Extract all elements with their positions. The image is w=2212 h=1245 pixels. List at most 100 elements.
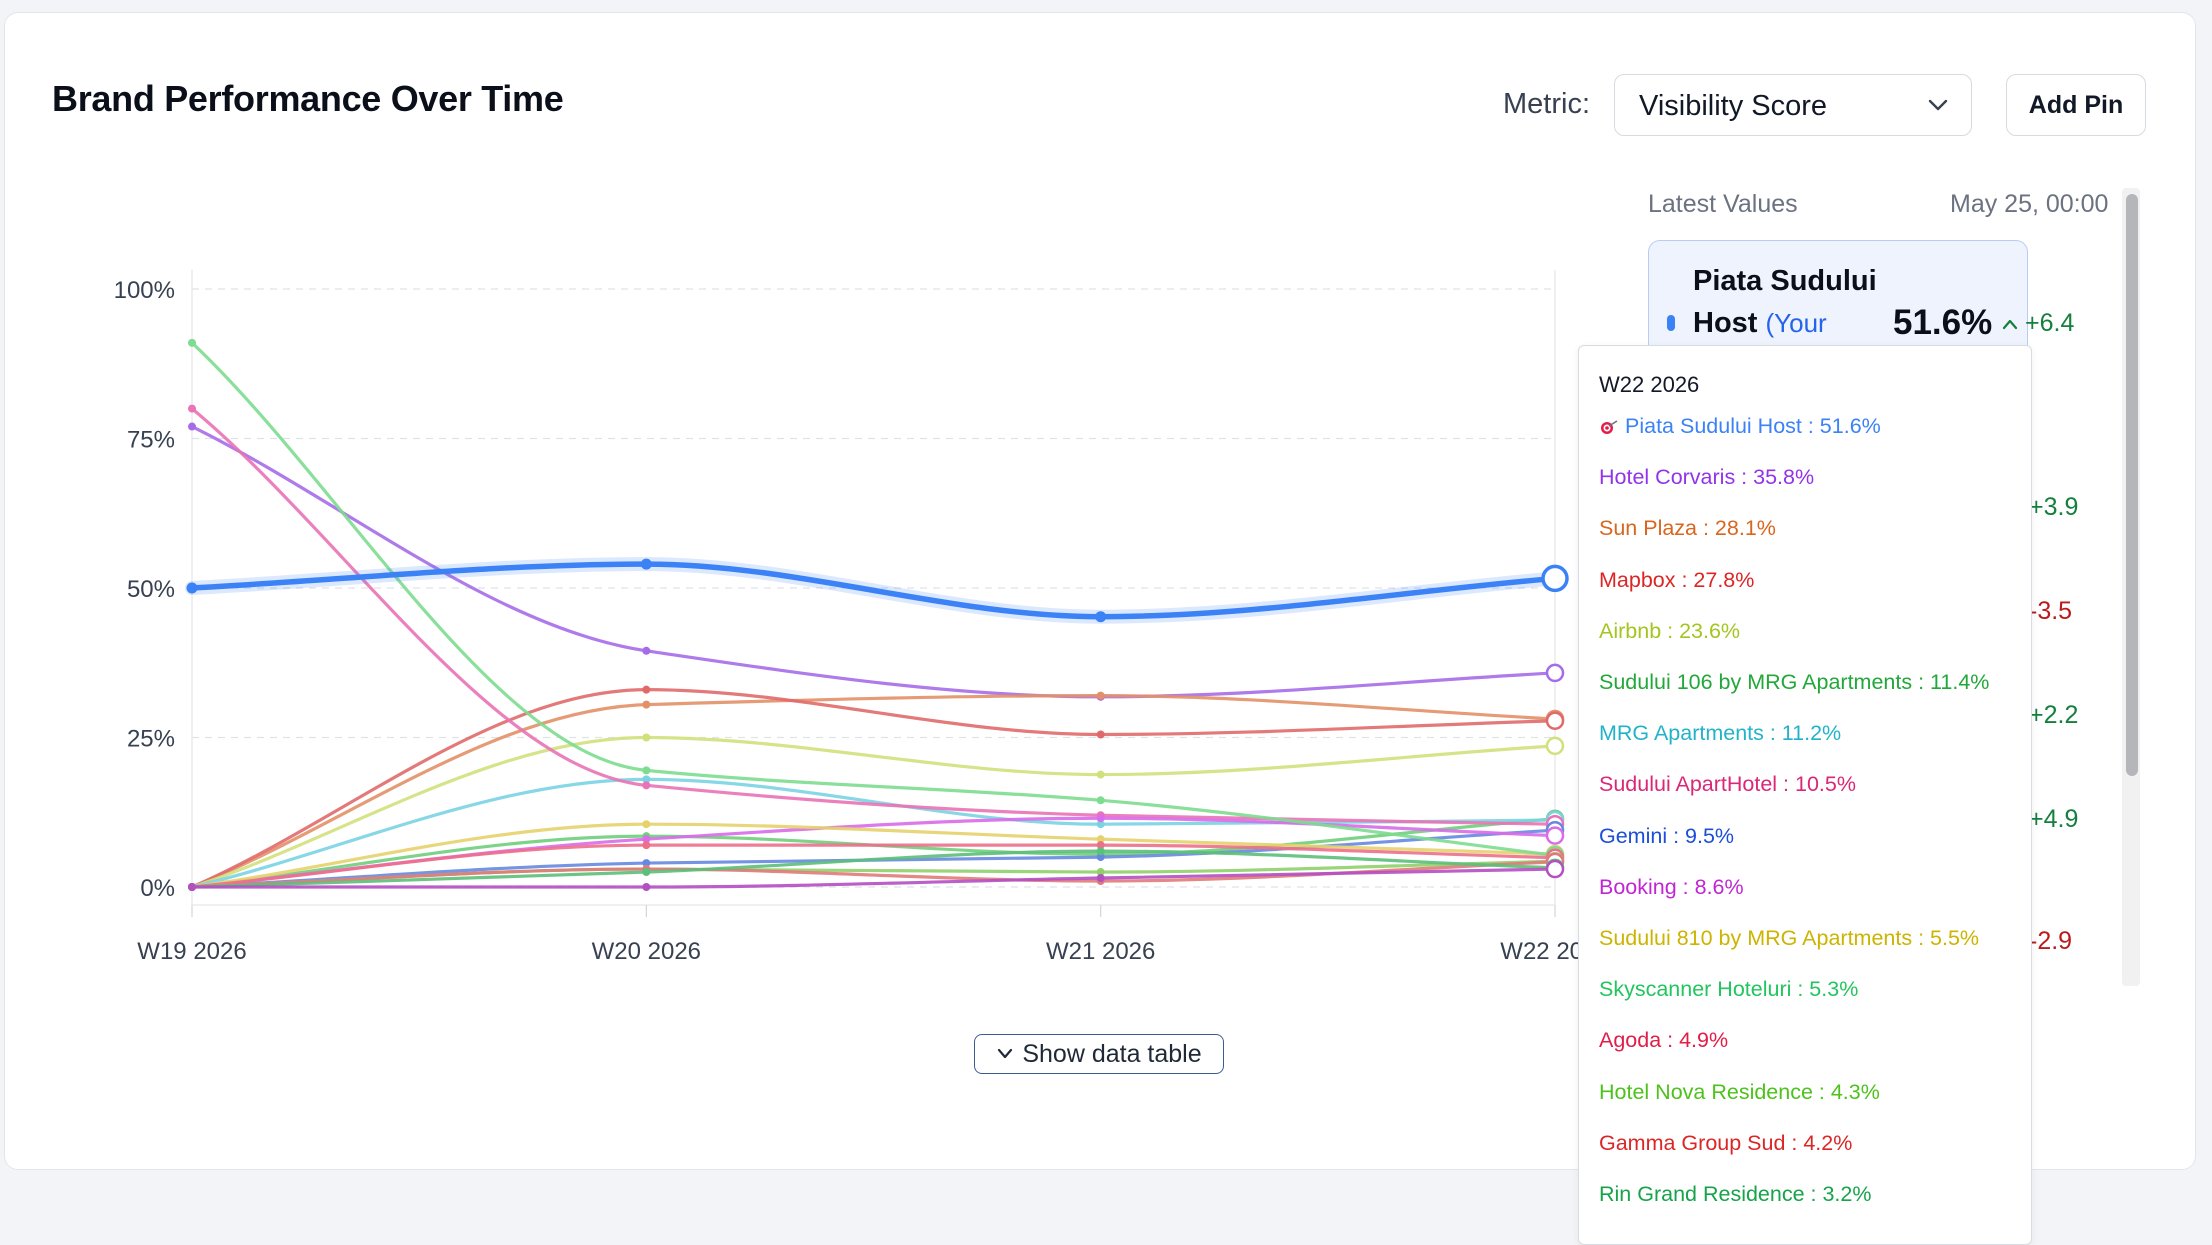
series-line[interactable] [191,425,1556,699]
tooltip-row: Piata Sudului Host : 51.6% [1599,414,1881,439]
pinned-brand-name: Piata Sudului [1693,265,1877,297]
add-pin-button[interactable]: Add Pin [2006,74,2146,136]
data-point-active[interactable] [1541,564,1569,593]
data-point[interactable] [1096,691,1105,700]
data-point[interactable] [642,820,651,829]
metric-select[interactable]: Visibility Score [1614,74,1972,136]
data-point[interactable] [642,835,651,844]
data-point-active[interactable] [1545,663,1565,683]
x-tick-label: W20 2026 [592,938,701,965]
y-tick-label: 0% [140,875,175,902]
brand-card-delta: +3.9 [2029,493,2079,521]
tooltip-row-label: MRG Apartments : 11.2% [1599,721,1842,746]
y-axis: 0% 25% 50% 75% 100% [114,277,175,902]
tooltip-row-label: Mapbox : 27.8% [1599,567,1755,592]
tooltip-row: Gamma Group Sud : 4.2% [1599,1131,1852,1156]
scrollbar-thumb[interactable] [2126,194,2138,776]
tooltip-row-label: Sun Plaza : 28.1% [1599,516,1776,541]
data-point-active[interactable] [1545,826,1565,845]
data-point[interactable] [640,558,652,570]
data-point-active[interactable] [1545,736,1565,756]
data-point[interactable] [1096,874,1105,883]
series-line[interactable] [191,735,1556,889]
data-point[interactable] [1096,841,1105,850]
chart-tooltip: W22 2026 Piata Sudului Host : 51.6% Hotel… [1578,345,2032,1245]
data-point[interactable] [1096,814,1105,823]
page-title: Brand Performance Over Time [52,78,564,119]
data-point-active[interactable] [1545,859,1565,879]
target-icon [1601,420,1618,435]
data-point[interactable] [186,582,198,594]
latest-values-heading: Latest Values [1648,190,1798,218]
tooltip-row: Sudului ApartHotel : 10.5% [1599,772,1856,797]
x-tick-label: W21 2026 [1046,938,1155,965]
series-line[interactable] [189,561,1558,620]
data-point[interactable] [1096,835,1105,844]
data-point[interactable] [1096,730,1105,739]
series-line[interactable] [191,822,1556,889]
data-point[interactable] [188,422,196,431]
latest-values-date: May 25, 00:00 [1950,190,2109,218]
chart-grid [191,270,1556,906]
tooltip-row: Hotel Corvaris : 35.8% [1599,465,1814,490]
tooltip-row: Hotel Nova Residence : 4.3% [1599,1080,1880,1105]
tooltip-row: Sudului 810 by MRG Apartments : 5.5% [1599,926,1979,951]
data-point[interactable] [642,700,651,709]
data-point[interactable] [1096,796,1105,805]
show-data-table-label: Show data table [1022,1039,1202,1068]
data-point[interactable] [642,859,651,868]
series-line[interactable] [190,407,1556,826]
series-line[interactable] [191,777,1556,889]
series-line[interactable] [191,688,1556,889]
tooltip-row-label: Skyscanner Hoteluri : 5.3% [1599,977,1859,1002]
data-point[interactable] [642,841,651,850]
data-point[interactable] [642,766,651,775]
tooltip-row-label: Sudului 106 by MRG Apartments : 11.4% [1599,670,1990,694]
data-point[interactable] [642,733,651,742]
tooltip-row: Sun Plaza : 28.1% [1599,516,1776,541]
pinned-brand-delta-value: +6.4 [2025,309,2075,337]
pinned-brand-name-line2: Host (Your [1693,307,1827,340]
y-tick-label: 100% [114,277,175,304]
x-tick-label: W19 2026 [137,938,246,965]
line-chart: 0% 25% 50% 75% 100% W19 2026 W20 2026 W21 2026… [114,270,1610,965]
data-point[interactable] [642,775,651,784]
data-point[interactable] [1096,868,1105,877]
data-point[interactable] [1096,820,1105,829]
pinned-brand-delta: +6.4 [2001,309,2074,338]
data-point[interactable] [642,868,651,877]
data-point[interactable] [642,781,651,790]
tooltip-row: Skyscanner Hoteluri : 5.3% [1599,977,1858,1002]
tooltip-row: Gemini : 9.5% [1599,824,1734,849]
metric-select-value: Visibility Score [1639,90,1828,122]
data-point[interactable] [642,883,651,891]
data-point-active[interactable] [1545,711,1565,731]
data-point[interactable] [642,685,651,694]
data-point[interactable] [1095,611,1107,623]
data-point[interactable] [1096,847,1105,856]
highlight-series [185,557,1569,624]
series-line[interactable] [191,849,1556,889]
brand-card-delta: -2.9 [2029,927,2073,955]
tooltip-row: Airbnb : 23.6% [1599,619,1740,644]
x-axis: W19 2026 W20 2026 W21 2026 W22 2026 [137,905,1610,965]
data-point[interactable] [1096,770,1105,779]
brand-card-delta: +4.9 [2029,805,2079,833]
tooltip-row: Mapbox : 27.8% [1599,568,1754,593]
data-point[interactable] [188,883,196,891]
y-tick-label: 50% [127,576,175,603]
show-data-table-button[interactable]: Show data table [974,1034,1224,1074]
metric-label: Metric: [1503,88,1590,120]
data-point[interactable] [642,646,651,655]
data-point[interactable] [1096,853,1105,862]
data-point[interactable] [188,404,196,413]
tooltip-row-label: Booking : 8.6% [1599,874,1744,899]
brand-card-delta: +2.2 [2029,701,2079,729]
series-line[interactable] [191,843,1556,889]
series-line[interactable] [191,694,1556,889]
series-line[interactable] [191,867,1556,889]
data-point[interactable] [188,338,196,347]
tooltip-row: Agoda : 4.9% [1599,1028,1728,1053]
series-color-dot [1667,315,1675,331]
tooltip-row-label: Hotel Nova Residence : 4.3% [1599,1079,1880,1104]
